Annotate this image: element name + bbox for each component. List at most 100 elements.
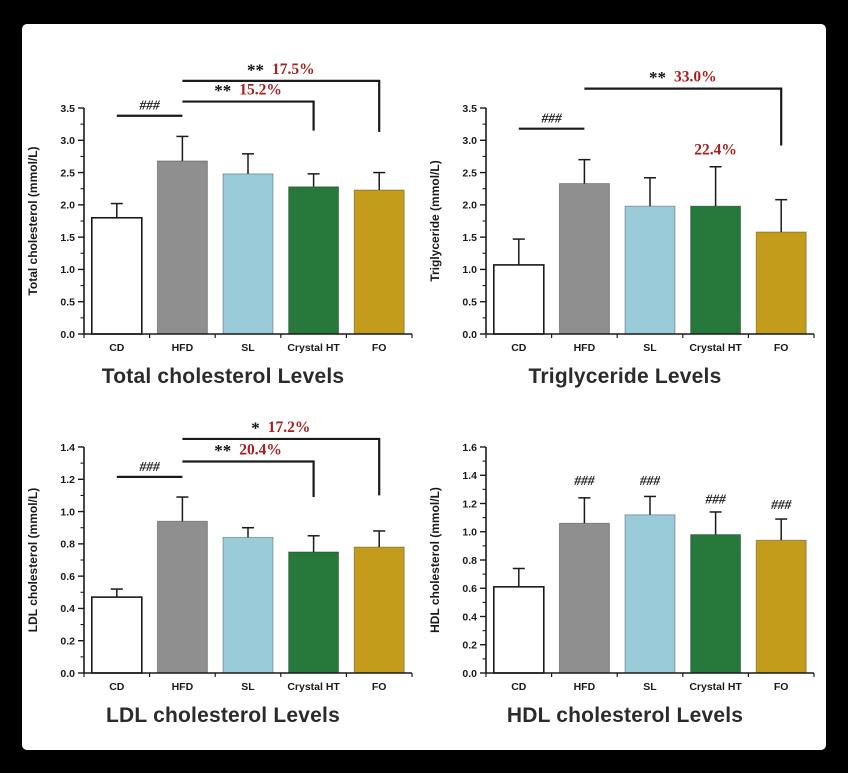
bar-sl — [624, 205, 676, 335]
y-tick-label: 0.2 — [462, 640, 477, 652]
panel-hdl-cholesterol: 0.0 0.2 0.4 0.6 0.8 1.0 1.2 1.4 1.6 CD HFD SL Crysta… — [424, 395, 826, 734]
x-category-label: CD — [511, 342, 527, 354]
y-tick-label: 2.5 — [60, 167, 75, 179]
significance-label: ** 33.0% — [649, 68, 717, 87]
y-tick-label: 3.0 — [462, 135, 477, 147]
y-tick-label: 0.6 — [60, 571, 75, 583]
bar-fo — [755, 231, 807, 335]
bar-hfd — [156, 520, 208, 674]
triglyceride-chart: 0.0 0.5 1.0 1.5 2.0 2.5 3.0 3.5 CD HFD SL Crystal H… — [428, 68, 815, 354]
y-tick-label: 1.5 — [60, 232, 75, 244]
x-category-label: FO — [774, 681, 789, 693]
bar-crystal-ht — [690, 205, 742, 335]
x-category-label: HFD — [574, 681, 596, 693]
hash-label: ### — [770, 497, 792, 512]
bar-fo — [755, 539, 807, 674]
y-tick-label: 0.4 — [60, 603, 75, 615]
x-category-label: HFD — [172, 681, 194, 693]
x-category-label: FO — [372, 342, 387, 354]
bar-fo — [353, 189, 405, 335]
bar-sl — [222, 173, 274, 335]
y-axis-label: Triglyceride (mmol/L) — [428, 160, 442, 281]
y-tick-label: 1.6 — [462, 442, 477, 454]
figure-card: 0.0 0.5 1.0 1.5 2.0 2.5 3.0 3.5 CD HFD SL Crystal H… — [22, 24, 826, 750]
hash-label: ### — [138, 459, 160, 474]
bar-hfd — [558, 183, 610, 335]
bar-fo — [353, 546, 405, 674]
percent-label: 22.4% — [694, 141, 737, 158]
panel-ldl-cholesterol: 0.0 0.2 0.4 0.6 0.8 1.0 1.2 1.4 CD HFD SL Crystal H… — [22, 395, 424, 734]
x-category-label: SL — [643, 342, 657, 354]
significance-bracket — [182, 460, 315, 498]
bar-hfd — [156, 160, 208, 335]
bar-cd — [493, 264, 545, 335]
bar-hfd — [558, 522, 610, 674]
x-category-label: Crystal HT — [689, 681, 742, 693]
y-tick-label: 1.2 — [462, 498, 477, 510]
y-tick-label: 1.0 — [462, 264, 477, 276]
ldl-cholesterol-title: LDL cholesterol Levels — [106, 704, 340, 727]
y-tick-label: 3.0 — [60, 135, 75, 147]
y-tick-label: 0.0 — [462, 329, 477, 341]
hdl-cholesterol-title: HDL cholesterol Levels — [506, 704, 744, 727]
bar-crystal-ht — [288, 551, 340, 674]
y-tick-label: 1.0 — [462, 527, 477, 539]
y-tick-label: 0.0 — [462, 668, 477, 680]
x-category-label: Crystal HT — [287, 342, 340, 354]
y-tick-label: 2.0 — [60, 200, 75, 212]
y-tick-label: 3.5 — [60, 103, 75, 115]
y-tick-label: 1.5 — [462, 232, 477, 244]
panel-triglyceride: 0.0 0.5 1.0 1.5 2.0 2.5 3.0 3.5 CD HFD SL Crystal H… — [424, 24, 826, 395]
x-category-label: Crystal HT — [689, 342, 742, 354]
hash-label: ### — [138, 98, 160, 113]
panel-total-cholesterol: 0.0 0.5 1.0 1.5 2.0 2.5 3.0 3.5 CD HFD SL Crystal H… — [22, 24, 424, 395]
triglyceride-title: Triglyceride Levels — [528, 365, 722, 388]
bar-sl — [624, 514, 676, 674]
x-category-label: FO — [774, 342, 789, 354]
hash-label: ### — [639, 473, 661, 488]
y-tick-label: 1.0 — [60, 506, 75, 518]
significance-label: ** 17.5% — [247, 60, 315, 79]
bar-cd — [493, 586, 545, 674]
bar-sl — [222, 536, 274, 674]
hash-label: ### — [704, 492, 726, 507]
x-category-label: CD — [109, 681, 125, 693]
significance-label: ** 20.4% — [214, 441, 282, 460]
significance-label: * 17.2% — [251, 418, 310, 437]
x-category-label: HFD — [574, 342, 596, 354]
ldl-cholesterol-chart: 0.0 0.2 0.4 0.6 0.8 1.0 1.2 1.4 CD HFD SL Crystal H… — [26, 418, 413, 693]
x-category-label: Crystal HT — [287, 681, 340, 693]
significance-bracket — [182, 100, 315, 131]
hdl-cholesterol-chart: 0.0 0.2 0.4 0.6 0.8 1.0 1.2 1.4 1.6 CD HFD SL Crysta… — [428, 442, 815, 693]
y-tick-label: 2.5 — [462, 167, 477, 179]
x-category-label: FO — [372, 681, 387, 693]
y-axis-label: LDL cholesterol (mmol/L) — [26, 488, 40, 632]
y-tick-label: 2.0 — [462, 200, 477, 212]
y-tick-label: 1.4 — [60, 442, 75, 454]
y-tick-label: 1.2 — [60, 474, 75, 486]
bar-cd — [91, 216, 143, 335]
y-axis-label: HDL cholesterol (mmol/L) — [428, 487, 442, 633]
chart-grid: 0.0 0.5 1.0 1.5 2.0 2.5 3.0 3.5 CD HFD SL Crystal H… — [22, 24, 826, 734]
y-tick-label: 0.8 — [462, 555, 477, 567]
significance-label: ** 15.2% — [214, 81, 282, 100]
x-category-label: CD — [511, 681, 527, 693]
x-category-label: SL — [241, 342, 255, 354]
significance-bracket — [182, 79, 381, 132]
y-tick-label: 3.5 — [462, 103, 477, 115]
y-tick-label: 0.5 — [60, 297, 75, 309]
y-tick-label: 1.0 — [60, 264, 75, 276]
y-axis-label: Total cholesterol (mmol/L) — [26, 146, 40, 295]
y-tick-label: 1.4 — [462, 470, 477, 482]
bar-crystal-ht — [690, 534, 742, 674]
x-category-label: SL — [643, 681, 657, 693]
y-tick-label: 0.6 — [462, 583, 477, 595]
total-cholesterol-chart: 0.0 0.5 1.0 1.5 2.0 2.5 3.0 3.5 CD HFD SL Crystal H… — [26, 60, 413, 354]
hash-label: ### — [573, 473, 595, 488]
y-tick-label: 0.2 — [60, 636, 75, 648]
x-category-label: CD — [109, 342, 125, 354]
total-cholesterol-title: Total cholesterol Levels — [101, 365, 345, 388]
y-tick-label: 0.0 — [60, 329, 75, 341]
y-tick-label: 0.8 — [60, 539, 75, 551]
bar-cd — [91, 596, 143, 674]
